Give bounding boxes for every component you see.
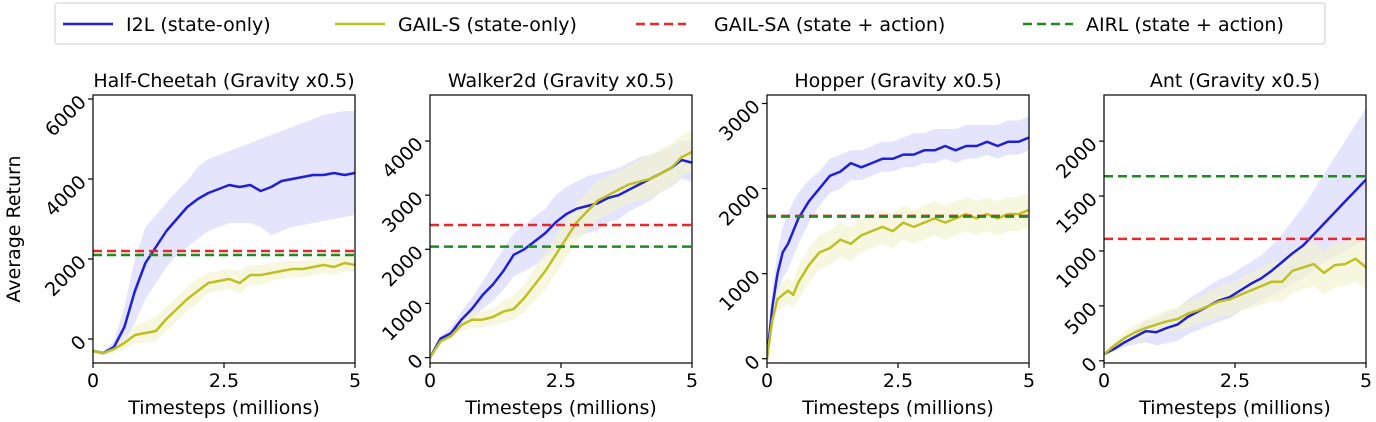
y-tick-label: 2000 <box>715 181 765 231</box>
y-tick-label: 1000 <box>1052 243 1102 293</box>
x-tick-label: 5 <box>686 370 698 392</box>
x-axis-label: Timesteps (millions) <box>801 397 994 419</box>
legend-label-i2l: I2L (state-only) <box>126 14 271 36</box>
confidence-band <box>93 255 355 355</box>
y-tick-label: 4000 <box>378 133 428 183</box>
series-group <box>93 111 355 355</box>
y-tick-label: 3000 <box>378 187 428 237</box>
panel-ant: Ant (Gravity x0.5) Timesteps (millions) … <box>1052 70 1372 419</box>
y-tick-label: 0 <box>67 331 91 355</box>
legend: I2L (state-only) GAIL-S (state-only) GAI… <box>54 2 1326 45</box>
legend-label-gailsa: GAIL-SA (state + action) <box>714 14 945 36</box>
y-tick-label: 4000 <box>41 171 91 221</box>
y-tick-label: 1000 <box>378 296 428 346</box>
panel-title: Ant (Gravity x0.5) <box>1150 70 1320 92</box>
y-tick-label: 500 <box>1061 298 1102 339</box>
x-tick-label: 2.5 <box>883 370 913 392</box>
x-tick-label: 0 <box>761 370 773 392</box>
x-tick-label: 0 <box>1098 370 1110 392</box>
confidence-band <box>430 130 692 358</box>
x-tick-label: 2.5 <box>209 370 239 392</box>
panel-half-cheetah: Half-Cheetah (Gravity x0.5) Timesteps (m… <box>41 70 361 419</box>
series-group <box>1104 108 1366 356</box>
legend-label-gails: GAIL-S (state-only) <box>398 14 577 36</box>
x-axis-label: Timesteps (millions) <box>1138 397 1331 419</box>
series-line <box>1104 178 1366 356</box>
y-tick-label: 3000 <box>715 96 765 146</box>
x-tick-label: 2.5 <box>546 370 576 392</box>
x-tick-label: 2.5 <box>1220 370 1250 392</box>
legend-frame <box>54 2 1326 45</box>
y-tick-label: 2000 <box>378 242 428 292</box>
panel-title: Walker2d (Gravity x0.5) <box>448 70 674 92</box>
series-line <box>1104 257 1366 356</box>
series-line <box>93 261 355 355</box>
y-axis-label: Average Return <box>3 155 25 302</box>
series-group <box>430 130 692 359</box>
series-line <box>93 171 355 355</box>
y-tick-label: 1000 <box>715 266 765 316</box>
x-tick-label: 5 <box>349 370 361 392</box>
panel-title: Half-Cheetah (Gravity x0.5) <box>93 70 354 92</box>
confidence-band <box>767 192 1029 359</box>
x-tick-label: 0 <box>424 370 436 392</box>
panel-walker2d: Walker2d (Gravity x0.5) Timesteps (milli… <box>378 70 698 419</box>
x-tick-label: 0 <box>87 370 99 392</box>
plot-area: 0 2.5 5 0 2000 4000 6000 <box>41 91 361 392</box>
confidence-band <box>93 111 355 355</box>
y-tick-label: 2000 <box>41 251 91 301</box>
panel-title: Hopper (Gravity x0.5) <box>794 70 1001 92</box>
y-tick-label: 1500 <box>1052 188 1102 238</box>
legend-label-airl: AIRL (state + action) <box>1086 14 1284 36</box>
y-tick-label: 2000 <box>1052 133 1102 183</box>
series-group <box>767 116 1029 359</box>
y-tick-label: 6000 <box>41 91 91 141</box>
panel-hopper: Hopper (Gravity x0.5) Timesteps (million… <box>715 70 1035 419</box>
x-tick-label: 5 <box>1360 370 1372 392</box>
x-axis-label: Timesteps (millions) <box>127 397 320 419</box>
x-axis-label: Timesteps (millions) <box>464 397 657 419</box>
x-tick-label: 5 <box>1023 370 1035 392</box>
series-line <box>767 136 1029 359</box>
confidence-band <box>767 116 1029 359</box>
